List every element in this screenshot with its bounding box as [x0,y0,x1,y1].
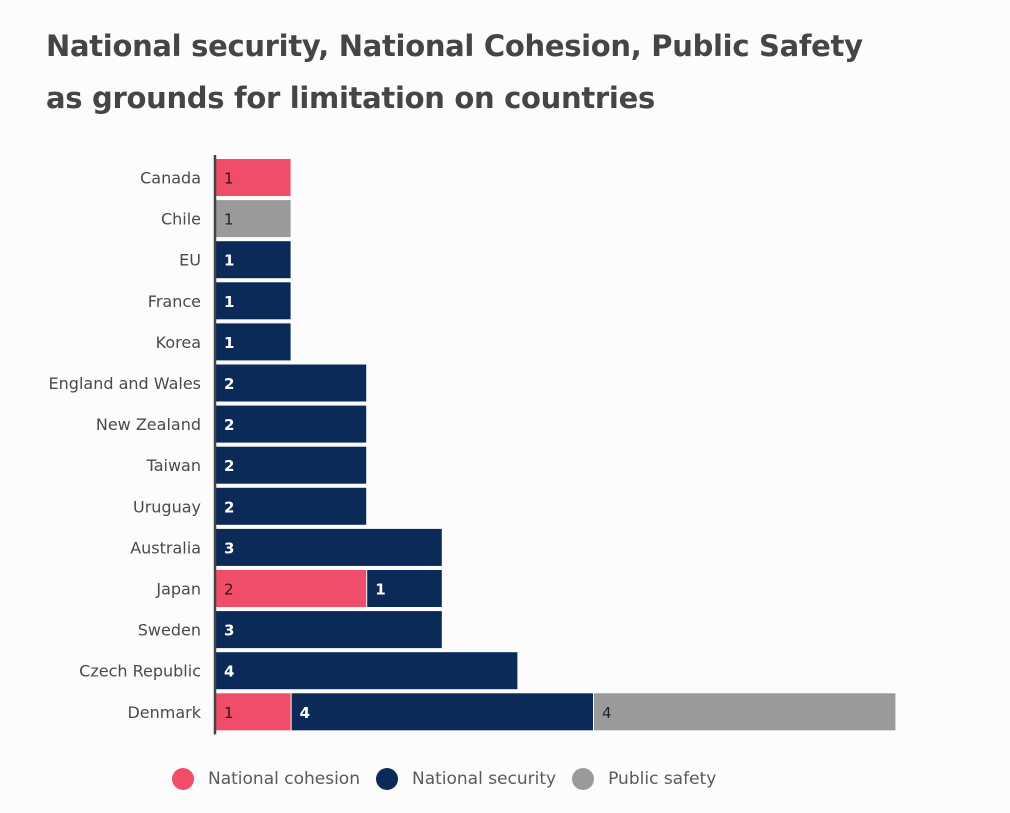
legend-dot-national-cohesion [172,768,194,790]
legend-item-national-cohesion[interactable]: National cohesion [172,768,360,790]
data-label: 1 [224,211,234,229]
category-label: Uruguay [133,497,201,516]
data-label: 1 [224,293,234,311]
bar-segment[interactable] [216,611,442,649]
category-label: Sweden [138,621,201,640]
data-label: 1 [224,334,234,352]
bar-segment[interactable] [216,159,291,196]
data-label: 1 [375,581,385,599]
data-label: 3 [224,622,234,640]
bar-segment[interactable] [216,241,291,279]
bar-segment[interactable] [216,446,367,484]
data-label: 1 [224,704,234,722]
bar-segment[interactable] [216,487,367,525]
data-label: 1 [224,170,234,188]
data-label: 4 [300,704,310,722]
legend-item-national-security[interactable]: National security [375,768,557,790]
category-label: Taiwan [146,456,201,475]
legend-dot-public-safety [572,768,595,790]
data-label: 2 [224,498,234,516]
legend-item-public-safety[interactable]: Public safety [572,768,716,790]
bar-segment[interactable] [216,282,291,320]
data-label: 2 [224,416,234,434]
data-label: 2 [224,375,234,393]
category-label: Denmark [127,703,201,722]
bar-segment[interactable] [216,652,518,690]
data-label: 4 [602,704,612,722]
bar-segment[interactable] [216,200,291,238]
category-label: Australia [130,538,201,557]
data-label: 1 [224,252,234,270]
category-label: Canada [140,169,201,188]
data-label: 2 [224,581,234,599]
legend-label: National security [411,769,557,789]
category-label: EU [179,251,201,270]
bar-segment[interactable] [216,364,367,402]
bar-segment[interactable] [216,528,442,566]
data-label: 3 [224,539,234,557]
bar-segment[interactable] [216,693,291,731]
legend-dot-national-security [375,768,398,790]
bar-segment[interactable] [367,570,442,607]
legend-label: National cohesion [208,769,360,789]
category-label: Chile [161,210,201,229]
category-label: Korea [156,333,201,352]
data-label: 4 [224,663,234,681]
bar-segment[interactable] [594,693,896,731]
category-label: Japan [155,580,201,599]
chart-title-line-2: as grounds for limitation on countries [46,81,655,115]
bar-chart: Canada 1 Chile 1 EU 1 France 1 Korea 1 England and… [49,155,896,735]
bar-segment[interactable] [216,570,367,607]
data-label: 2 [224,457,234,475]
legend-label: Public safety [608,769,717,789]
bar-segment[interactable] [216,323,291,361]
category-label: England and Wales [49,374,201,393]
category-label: Czech Republic [79,662,201,681]
legend: National cohesion National security Publ… [172,768,732,790]
category-label: New Zealand [96,415,201,434]
chart-title: National security, National Cohesion, Pu… [46,20,946,124]
category-label: France [148,292,201,311]
bar-segment[interactable] [216,405,367,443]
bar-segment[interactable] [291,693,593,731]
chart-title-line-1: National security, National Cohesion, Pu… [46,29,863,63]
